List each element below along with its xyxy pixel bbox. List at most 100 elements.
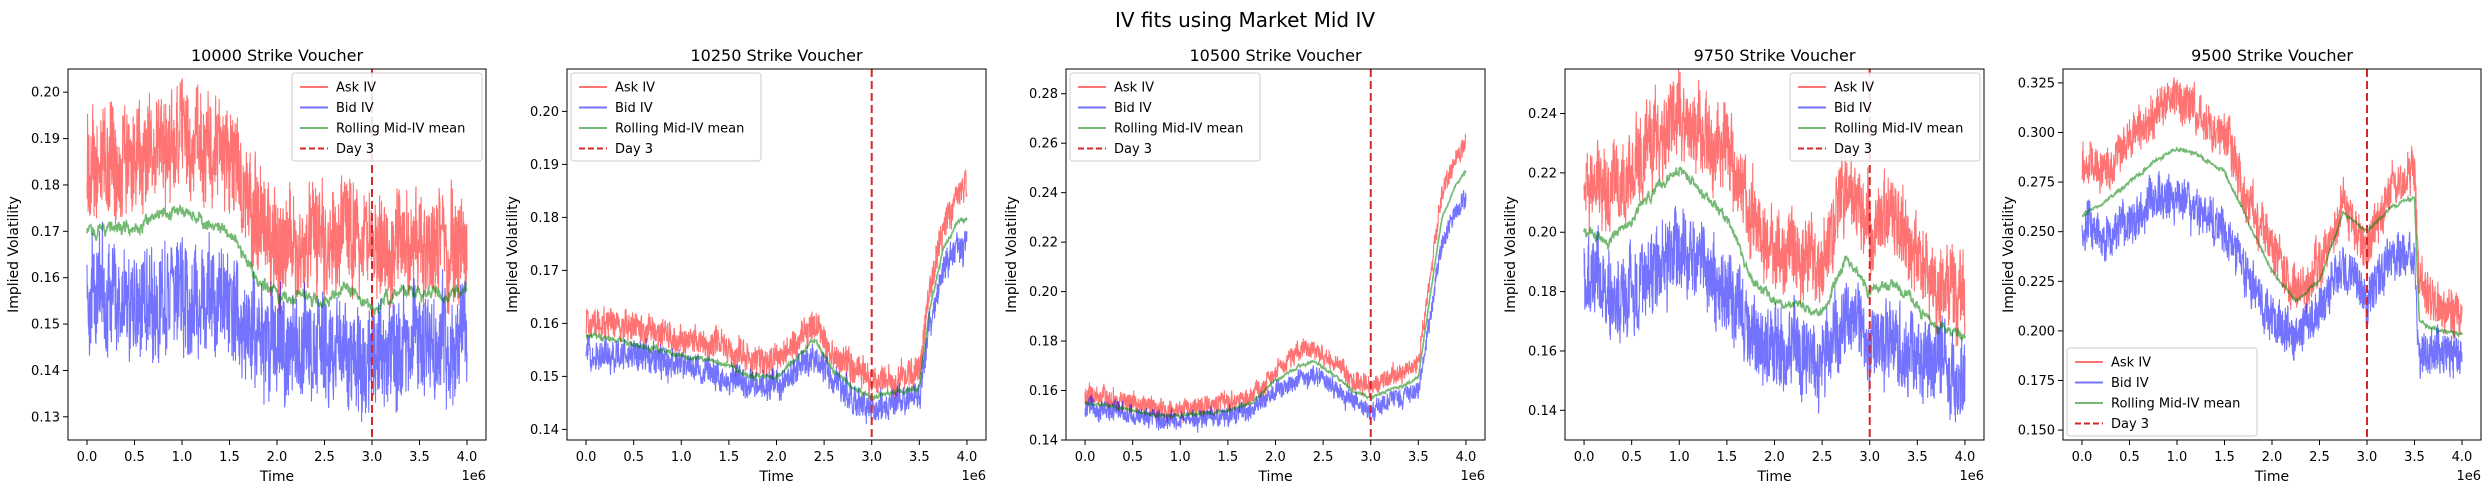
legend-label-bid-iv: Bid IV	[1114, 101, 1152, 116]
x-tick-label: 1.5	[219, 450, 240, 465]
legend-label-bid-iv: Bid IV	[1834, 101, 1872, 116]
legend: Ask IV Bid IV Rolling Mid-IV mean Day 3	[1789, 72, 1981, 162]
plot-area	[1084, 69, 1467, 440]
y-tick-label: 0.225	[2018, 275, 2055, 290]
y-tick-label: 0.13	[31, 410, 60, 425]
x-tick-label: 3.0	[1360, 450, 1381, 465]
y-tick-label: 0.14	[530, 423, 559, 438]
x-tick-label: 4.0	[1456, 450, 1477, 465]
subplot-title: 10250 Strike Voucher	[690, 46, 862, 65]
legend-label-rolling-mid-iv: Rolling Mid-IV mean	[1114, 122, 1243, 137]
rolling-mid-iv-line	[2081, 146, 2463, 339]
subplot: 0.0 0.5 1.0 1.5 2.0 2.5 3.0 3.5 4.0 1e6 0.13 0.14 0.…	[6, 46, 487, 485]
y-tick-label: 0.28	[1029, 87, 1058, 102]
figure-suptitle: IV fits using Market Mid IV	[1115, 8, 1375, 32]
x-tick-label: 1.5	[2214, 450, 2235, 465]
x-tick-label: 2.5	[1313, 450, 1334, 465]
x-tick-label: 0.5	[1122, 450, 1143, 465]
ask-iv-line	[1583, 69, 1966, 347]
legend-box	[2066, 347, 2258, 437]
x-tick-label: 0.5	[124, 450, 145, 465]
bid-iv-line	[585, 230, 968, 425]
x-tick-label: 2.5	[814, 450, 835, 465]
y-tick-label: 0.16	[1528, 344, 1557, 359]
bid-iv-line	[1084, 190, 1467, 433]
legend-label-rolling-mid-iv: Rolling Mid-IV mean	[615, 122, 744, 137]
legend-box	[570, 72, 762, 162]
x-axis-label: Time	[758, 469, 793, 485]
y-tick-label: 0.200	[2018, 324, 2055, 339]
y-axis-label: Implied Volatility	[505, 196, 521, 313]
bid-iv-line	[1583, 206, 1966, 423]
x-tick-label: 4.0	[957, 450, 978, 465]
x-tick-label: 3.5	[1907, 450, 1928, 465]
y-tick-label: 0.175	[2018, 374, 2055, 389]
y-tick-label: 0.16	[1029, 384, 1058, 399]
subplot: 0.0 0.5 1.0 1.5 2.0 2.5 3.0 3.5 4.0 1e6 0.14 0.15 0.…	[505, 46, 987, 485]
legend-label-ask-iv: Ask IV	[1114, 81, 1154, 96]
x-tick-label: 1.5	[1717, 450, 1738, 465]
y-tick-label: 0.20	[1528, 226, 1557, 241]
x-tick-label: 1.0	[172, 450, 193, 465]
x-tick-label: 4.0	[457, 450, 478, 465]
legend-label-day3: Day 3	[336, 142, 374, 157]
legend: Ask IV Bid IV Rolling Mid-IV mean Day 3	[1069, 72, 1261, 162]
x-tick-label: 2.5	[1812, 450, 1833, 465]
bid-iv-line	[86, 221, 468, 423]
y-tick-label: 0.24	[1528, 107, 1557, 122]
y-tick-label: 0.19	[31, 132, 60, 147]
y-tick-label: 0.20	[1029, 285, 1058, 300]
legend-label-bid-iv: Bid IV	[615, 101, 653, 116]
x-tick-label: 1.5	[1218, 450, 1239, 465]
x-tick-label: 0.0	[77, 450, 98, 465]
legend-box	[291, 72, 483, 162]
legend: Ask IV Bid IV Rolling Mid-IV mean Day 3	[570, 72, 762, 162]
y-tick-label: 0.14	[1528, 404, 1557, 419]
x-tick-label: 4.0	[1955, 450, 1976, 465]
x-offset-label: 1e6	[961, 469, 986, 484]
y-tick-label: 0.19	[530, 158, 559, 173]
x-axis-label: Time	[259, 469, 294, 485]
x-tick-label: 3.0	[362, 450, 383, 465]
x-tick-label: 2.0	[267, 450, 288, 465]
legend-label-rolling-mid-iv: Rolling Mid-IV mean	[2111, 397, 2240, 412]
subplot-title: 10500 Strike Voucher	[1189, 46, 1361, 65]
legend-box	[1789, 72, 1981, 162]
y-tick-label: 0.150	[2018, 424, 2055, 439]
x-tick-label: 0.5	[2119, 450, 2140, 465]
y-tick-label: 0.22	[1029, 236, 1058, 251]
x-tick-label: 3.5	[909, 450, 930, 465]
x-tick-label: 3.5	[409, 450, 430, 465]
legend-label-rolling-mid-iv: Rolling Mid-IV mean	[336, 122, 465, 137]
rolling-mid-iv-line	[86, 204, 468, 316]
legend-box	[1069, 72, 1261, 162]
x-tick-label: 1.5	[719, 450, 740, 465]
subplot-title: 9750 Strike Voucher	[1694, 46, 1856, 65]
x-tick-label: 1.0	[1170, 450, 1191, 465]
x-tick-label: 3.0	[1859, 450, 1880, 465]
x-tick-label: 2.0	[1764, 450, 1785, 465]
y-tick-label: 0.26	[1029, 137, 1058, 152]
legend-label-ask-iv: Ask IV	[336, 81, 376, 96]
x-tick-label: 1.0	[2167, 450, 2188, 465]
x-axis-label: Time	[1257, 469, 1292, 485]
legend-label-day3: Day 3	[615, 142, 653, 157]
x-tick-label: 0.5	[1621, 450, 1642, 465]
y-tick-label: 0.15	[31, 318, 60, 333]
subplot: 0.0 0.5 1.0 1.5 2.0 2.5 3.0 3.5 4.0 1e6 0.150 0.175…	[2001, 46, 2482, 485]
y-axis-label: Implied Volatility	[1004, 196, 1020, 313]
x-tick-label: 2.0	[766, 450, 787, 465]
x-tick-label: 0.5	[623, 450, 644, 465]
y-tick-label: 0.18	[1528, 285, 1557, 300]
x-tick-label: 3.0	[861, 450, 882, 465]
x-tick-label: 1.0	[671, 450, 692, 465]
x-tick-label: 3.5	[2404, 450, 2425, 465]
y-tick-label: 0.325	[2018, 76, 2055, 91]
rolling-mid-iv-line	[1084, 169, 1467, 420]
y-tick-label: 0.17	[31, 225, 60, 240]
x-tick-label: 2.0	[2262, 450, 2283, 465]
y-tick-label: 0.250	[2018, 225, 2055, 240]
legend-label-bid-iv: Bid IV	[336, 101, 374, 116]
